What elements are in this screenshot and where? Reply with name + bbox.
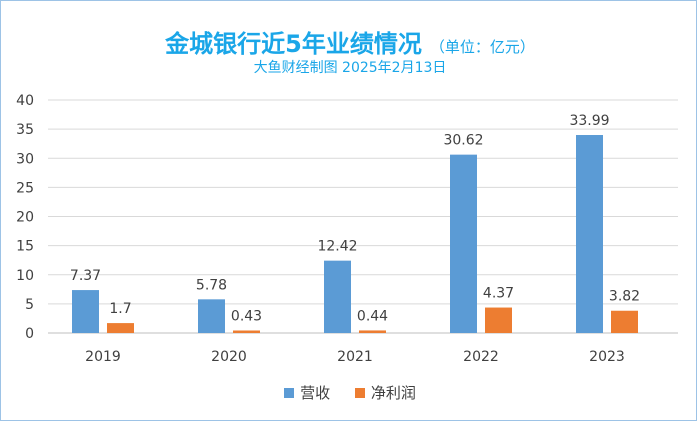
bar-revenue [324,260,351,333]
data-label-net-profit: 3.82 [609,289,640,305]
x-tick-label: 2019 [85,349,121,365]
chart-title-main: 金城银行近5年业绩情况 [165,30,422,58]
legend-label-net-profit: 净利润 [370,384,416,402]
x-tick-label: 2022 [463,349,499,365]
legend-item-net-profit: 净利润 [354,382,416,403]
y-tick-label: 40 [16,93,34,109]
bar-net-profit [485,307,512,333]
x-tick-label: 2021 [337,349,373,365]
legend-swatch-revenue [284,387,295,398]
legend-swatch-net-profit [354,387,365,398]
legend-item-revenue: 营收 [284,382,330,403]
data-label-revenue: 5.78 [196,277,227,293]
y-tick-label: 20 [16,210,34,226]
y-tick-label: 5 [25,297,34,313]
y-tick-label: 25 [16,180,34,196]
legend-label-revenue: 营收 [300,384,331,402]
data-label-net-profit: 0.44 [357,308,388,324]
y-tick-label: 35 [16,122,34,138]
chart-title-unit: （单位：亿元） [429,38,535,56]
data-label-net-profit: 0.43 [231,308,262,324]
data-label-revenue: 33.99 [569,113,609,129]
bar-net-profit [233,330,260,333]
y-tick-label: 10 [16,268,34,284]
data-label-net-profit: 1.7 [109,301,131,317]
y-tick-label: 30 [16,151,34,167]
bar-net-profit [359,330,386,333]
bar-revenue [450,154,477,333]
bar-revenue [576,135,603,333]
bar-revenue [72,290,99,333]
chart-subtitle: 大鱼财经制图 2025年2月13日 [253,60,447,76]
y-tick-label: 15 [16,239,34,255]
x-tick-label: 2023 [589,349,625,365]
x-tick-label: 2020 [211,349,247,365]
bar-net-profit [107,323,134,333]
chart-legend: 营收 净利润 [0,382,700,403]
y-tick-label: 0 [25,326,34,342]
data-label-revenue: 30.62 [443,133,483,149]
data-label-revenue: 7.37 [70,268,101,284]
chart-title: 金城银行近5年业绩情况 （单位：亿元） [0,24,700,59]
data-label-net-profit: 4.37 [483,286,514,302]
bar-revenue [198,299,225,333]
data-label-revenue: 12.42 [317,239,357,255]
bar-net-profit [611,310,638,333]
